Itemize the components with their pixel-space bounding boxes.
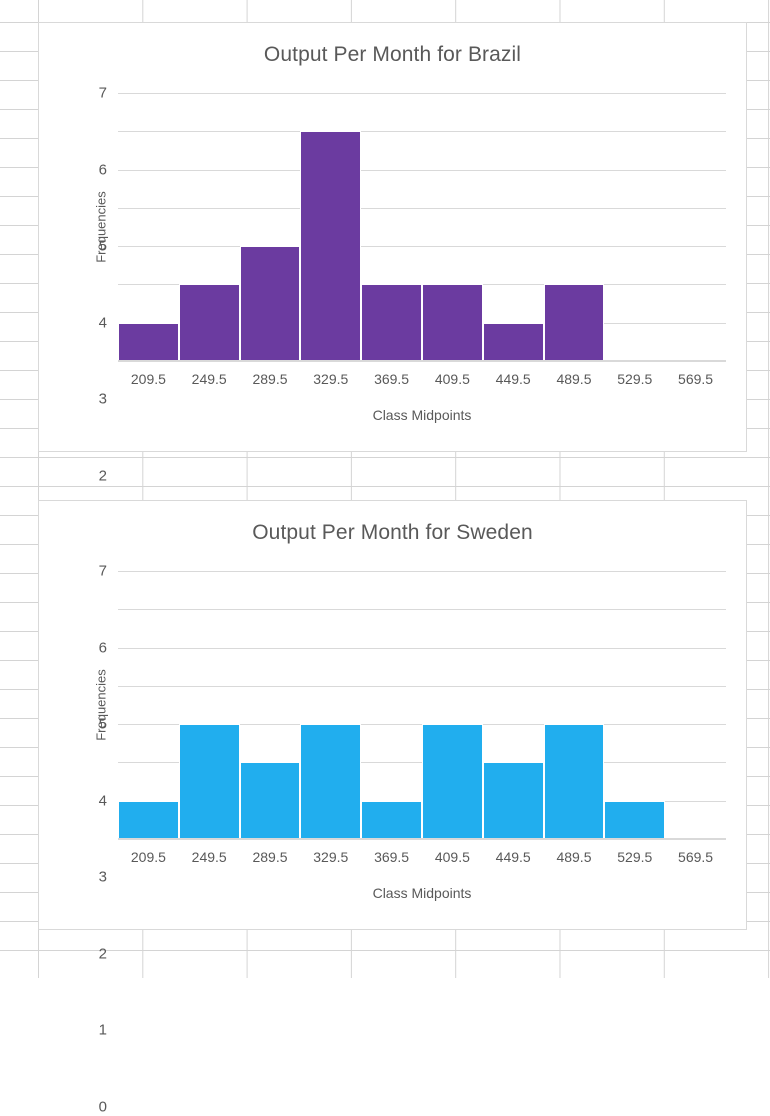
y-axis-tick-label: 1 xyxy=(98,1021,107,1039)
y-axis-tick-label: 4 xyxy=(98,792,107,810)
y-axis-tick-label: 0 xyxy=(98,1098,107,1116)
x-axis-tick-label: 529.5 xyxy=(617,371,653,387)
bar-slot xyxy=(361,571,422,839)
x-axis-title-brazil: Class Midpoints xyxy=(372,407,472,423)
x-axis-tick-label: 569.5 xyxy=(678,371,714,387)
bar-449.5[interactable] xyxy=(482,322,544,361)
y-axis-tick-label: 5 xyxy=(98,715,107,733)
x-axis-tick-label: 329.5 xyxy=(313,849,349,865)
x-axis-tick-label: 489.5 xyxy=(556,849,592,865)
x-axis-tick-label: 289.5 xyxy=(252,849,288,865)
plot-area-sweden: 7 6 5 4 3 2 1 0 xyxy=(99,563,726,1116)
y-axis-tick-label: 6 xyxy=(98,639,107,657)
chart-object-brazil[interactable]: Output Per Month for Brazil Frequencies … xyxy=(38,22,747,638)
x-axis-tick-label: 289.5 xyxy=(252,371,288,387)
bar-slot xyxy=(361,93,422,361)
x-axis-tick-label: 449.5 xyxy=(495,849,531,865)
y-axis-tick-label: 4 xyxy=(98,314,107,332)
bar-slot xyxy=(482,571,544,839)
bar-369.5[interactable] xyxy=(361,800,422,839)
bar-369.5[interactable] xyxy=(361,284,422,361)
bar-449.5[interactable] xyxy=(482,762,544,839)
bar-209.5[interactable] xyxy=(118,322,179,361)
y-axis-tick-label: 5 xyxy=(98,237,107,255)
x-axis-line-brazil xyxy=(118,360,726,362)
bar-slot xyxy=(300,571,362,839)
bar-409.5[interactable] xyxy=(421,724,483,839)
x-axis-tick-label: 209.5 xyxy=(130,849,166,865)
x-axis-tick-label: 569.5 xyxy=(678,849,714,865)
x-axis-tick-label: 449.5 xyxy=(495,371,531,387)
bar-slot xyxy=(543,571,605,839)
plot-wrapper-sweden: 7 6 5 4 3 2 1 0 xyxy=(39,501,746,1116)
bar-slot xyxy=(604,93,665,361)
gridline-y-7: 7 xyxy=(99,85,726,102)
y-axis-tick-label: 6 xyxy=(98,161,107,179)
gridline-y-3: 3 xyxy=(99,246,726,408)
x-axis-ticks-brazil: 209.5 249.5 289.5 329.5 369.5 409.5 449.5 489.5… xyxy=(118,371,726,387)
y-axis-tick-label: 3 xyxy=(98,868,107,886)
bar-slot xyxy=(118,93,179,361)
bar-slot xyxy=(421,571,483,839)
bar-slot xyxy=(118,571,179,839)
y-axis-tick-label: 2 xyxy=(98,945,107,963)
bar-289.5[interactable] xyxy=(239,246,301,361)
chart-title-brazil: Output Per Month for Brazil xyxy=(263,43,522,66)
chart-object-sweden[interactable]: Output Per Month for Sweden Frequencies … xyxy=(38,500,747,1116)
bar-slot xyxy=(665,93,726,361)
bar-slot xyxy=(300,93,362,361)
gridline-y-4: 4 xyxy=(99,207,726,331)
bar-249.5[interactable] xyxy=(178,284,240,361)
bar-489.5[interactable] xyxy=(543,284,605,361)
x-axis-tick-label: 369.5 xyxy=(374,371,410,387)
bar-489.5[interactable] xyxy=(543,724,605,839)
gridline-y-6: 6 xyxy=(99,131,726,178)
bar-slot xyxy=(604,571,666,839)
x-axis-tick-label: 249.5 xyxy=(191,849,227,865)
x-axis-tick-label: 209.5 xyxy=(130,371,166,387)
gridline-y-7: 7 xyxy=(99,563,726,580)
bar-slot xyxy=(421,93,483,361)
x-axis-tick-label: 489.5 xyxy=(556,371,592,387)
x-axis-tick-label: 329.5 xyxy=(313,371,349,387)
y-axis-tick-label: 2 xyxy=(98,467,107,485)
bar-slot xyxy=(543,93,605,361)
bar-249.5[interactable] xyxy=(178,724,240,839)
x-axis-tick-label: 249.5 xyxy=(191,371,227,387)
bar-409.5[interactable] xyxy=(421,284,483,361)
y-axis-tick-label: 7 xyxy=(98,562,107,580)
bar-289.5[interactable] xyxy=(239,762,301,839)
x-axis-ticks-sweden: 209.5 249.5 289.5 329.5 369.5 409.5 449.5 489.5… xyxy=(118,849,726,865)
y-axis-tick-label: 7 xyxy=(98,84,107,102)
bar-series-brazil xyxy=(118,93,726,361)
bar-slot xyxy=(178,571,240,839)
x-axis-tick-label: 409.5 xyxy=(434,371,470,387)
y-axis-tick-label: 3 xyxy=(98,390,107,408)
bar-slot xyxy=(178,93,240,361)
chart-title-sweden: Output Per Month for Sweden xyxy=(252,521,533,544)
bar-329.5[interactable] xyxy=(300,131,362,361)
bar-209.5[interactable] xyxy=(118,800,179,839)
bar-slot xyxy=(482,93,544,361)
gridline-y-6: 6 xyxy=(99,609,726,656)
x-axis-tick-label: 529.5 xyxy=(617,849,653,865)
x-axis-title-sweden: Class Midpoints xyxy=(372,885,472,901)
bar-slot xyxy=(239,571,301,839)
bar-329.5[interactable] xyxy=(300,724,362,839)
gridline-y-4: 4 xyxy=(99,685,726,809)
x-axis-tick-label: 409.5 xyxy=(434,849,470,865)
bar-slot xyxy=(239,93,301,361)
x-axis-line-sweden xyxy=(118,838,726,840)
gridline-y-5: 5 xyxy=(99,647,726,733)
x-axis-tick-label: 369.5 xyxy=(374,849,410,865)
gridline-y-5: 5 xyxy=(99,169,726,255)
bar-529.5[interactable] xyxy=(604,800,666,839)
bar-slot xyxy=(665,571,726,839)
bar-series-sweden xyxy=(118,571,726,839)
